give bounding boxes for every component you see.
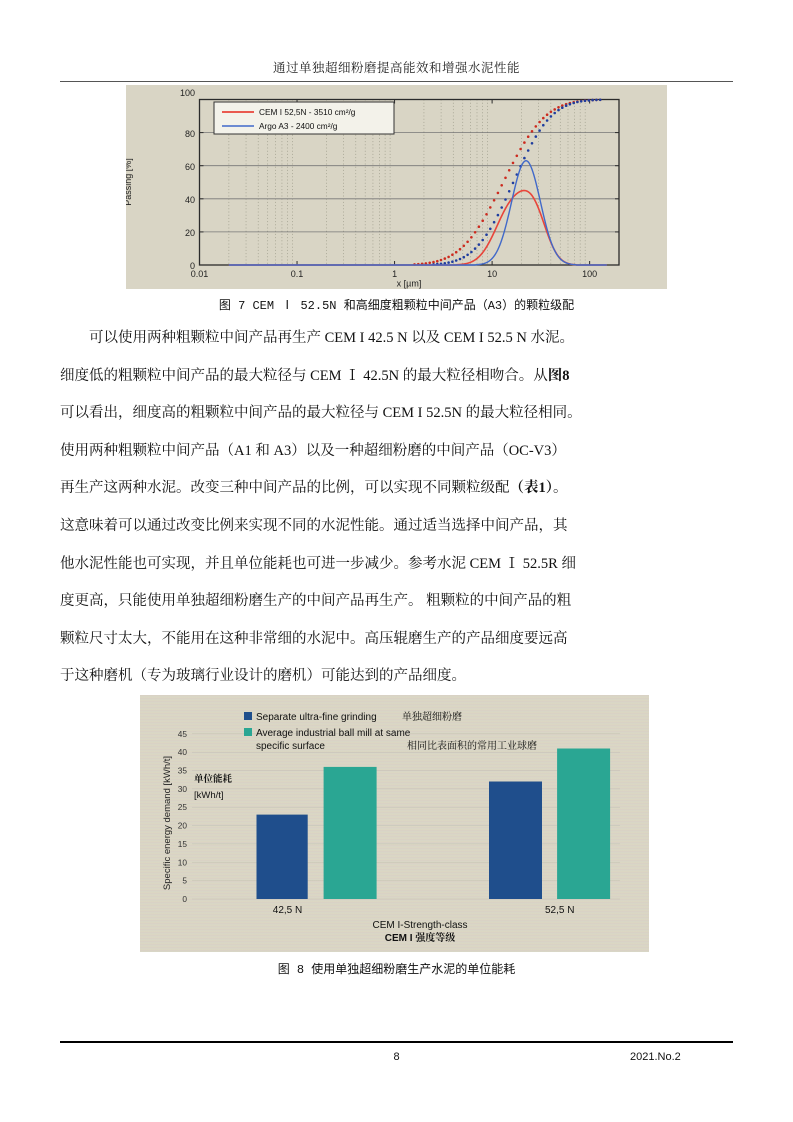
svg-text:x [µm]: x [µm]	[397, 279, 422, 289]
svg-text:0.01: 0.01	[191, 269, 209, 279]
svg-text:10: 10	[487, 269, 497, 279]
svg-text:相同比表面积的常用工业球磨: 相同比表面积的常用工业球磨	[407, 739, 537, 752]
svg-text:30: 30	[178, 784, 188, 794]
svg-text:Argo A3 - 2400 cm²/g: Argo A3 - 2400 cm²/g	[259, 121, 338, 131]
svg-text:35: 35	[178, 766, 188, 776]
svg-text:45: 45	[178, 729, 188, 739]
svg-text:specific surface: specific surface	[256, 741, 325, 752]
svg-text:15: 15	[178, 839, 188, 849]
svg-text:0: 0	[182, 894, 187, 904]
svg-text:Specific energy demand [kWh/t]: Specific energy demand [kWh/t]	[162, 756, 173, 890]
svg-text:Separate ultra-fine grinding: Separate ultra-fine grinding	[256, 712, 377, 723]
svg-text:CEM I-Strength-class: CEM I-Strength-class	[372, 920, 467, 931]
svg-text:单独超细粉磨: 单独超细粉磨	[402, 710, 462, 723]
svg-text:80: 80	[185, 129, 195, 139]
svg-text:40: 40	[185, 195, 195, 205]
svg-text:1: 1	[392, 269, 397, 279]
svg-text:40: 40	[178, 747, 188, 757]
svg-text:42,5 N: 42,5 N	[273, 905, 302, 916]
svg-text:100: 100	[180, 88, 195, 98]
svg-text:[kWh/t]: [kWh/t]	[194, 790, 224, 801]
svg-text:20: 20	[185, 228, 195, 238]
svg-text:0.1: 0.1	[291, 269, 304, 279]
svg-text:Average industrial ball mill a: Average industrial ball mill at same	[256, 728, 411, 739]
svg-text:52,5 N: 52,5 N	[545, 905, 574, 916]
svg-text:CEM I 强度等级: CEM I 强度等级	[385, 931, 456, 944]
svg-text:单位能耗: 单位能耗	[194, 773, 233, 785]
svg-text:100: 100	[582, 269, 597, 279]
svg-text:25: 25	[178, 802, 188, 812]
svg-text:10: 10	[178, 857, 188, 867]
svg-text:20: 20	[178, 821, 188, 831]
svg-text:60: 60	[185, 162, 195, 172]
svg-text:CEM I 52,5N - 3510 cm²/g: CEM I 52,5N - 3510 cm²/g	[259, 107, 356, 117]
svg-text:Passing [%]: Passing [%]	[126, 158, 133, 206]
svg-text:5: 5	[182, 876, 187, 886]
